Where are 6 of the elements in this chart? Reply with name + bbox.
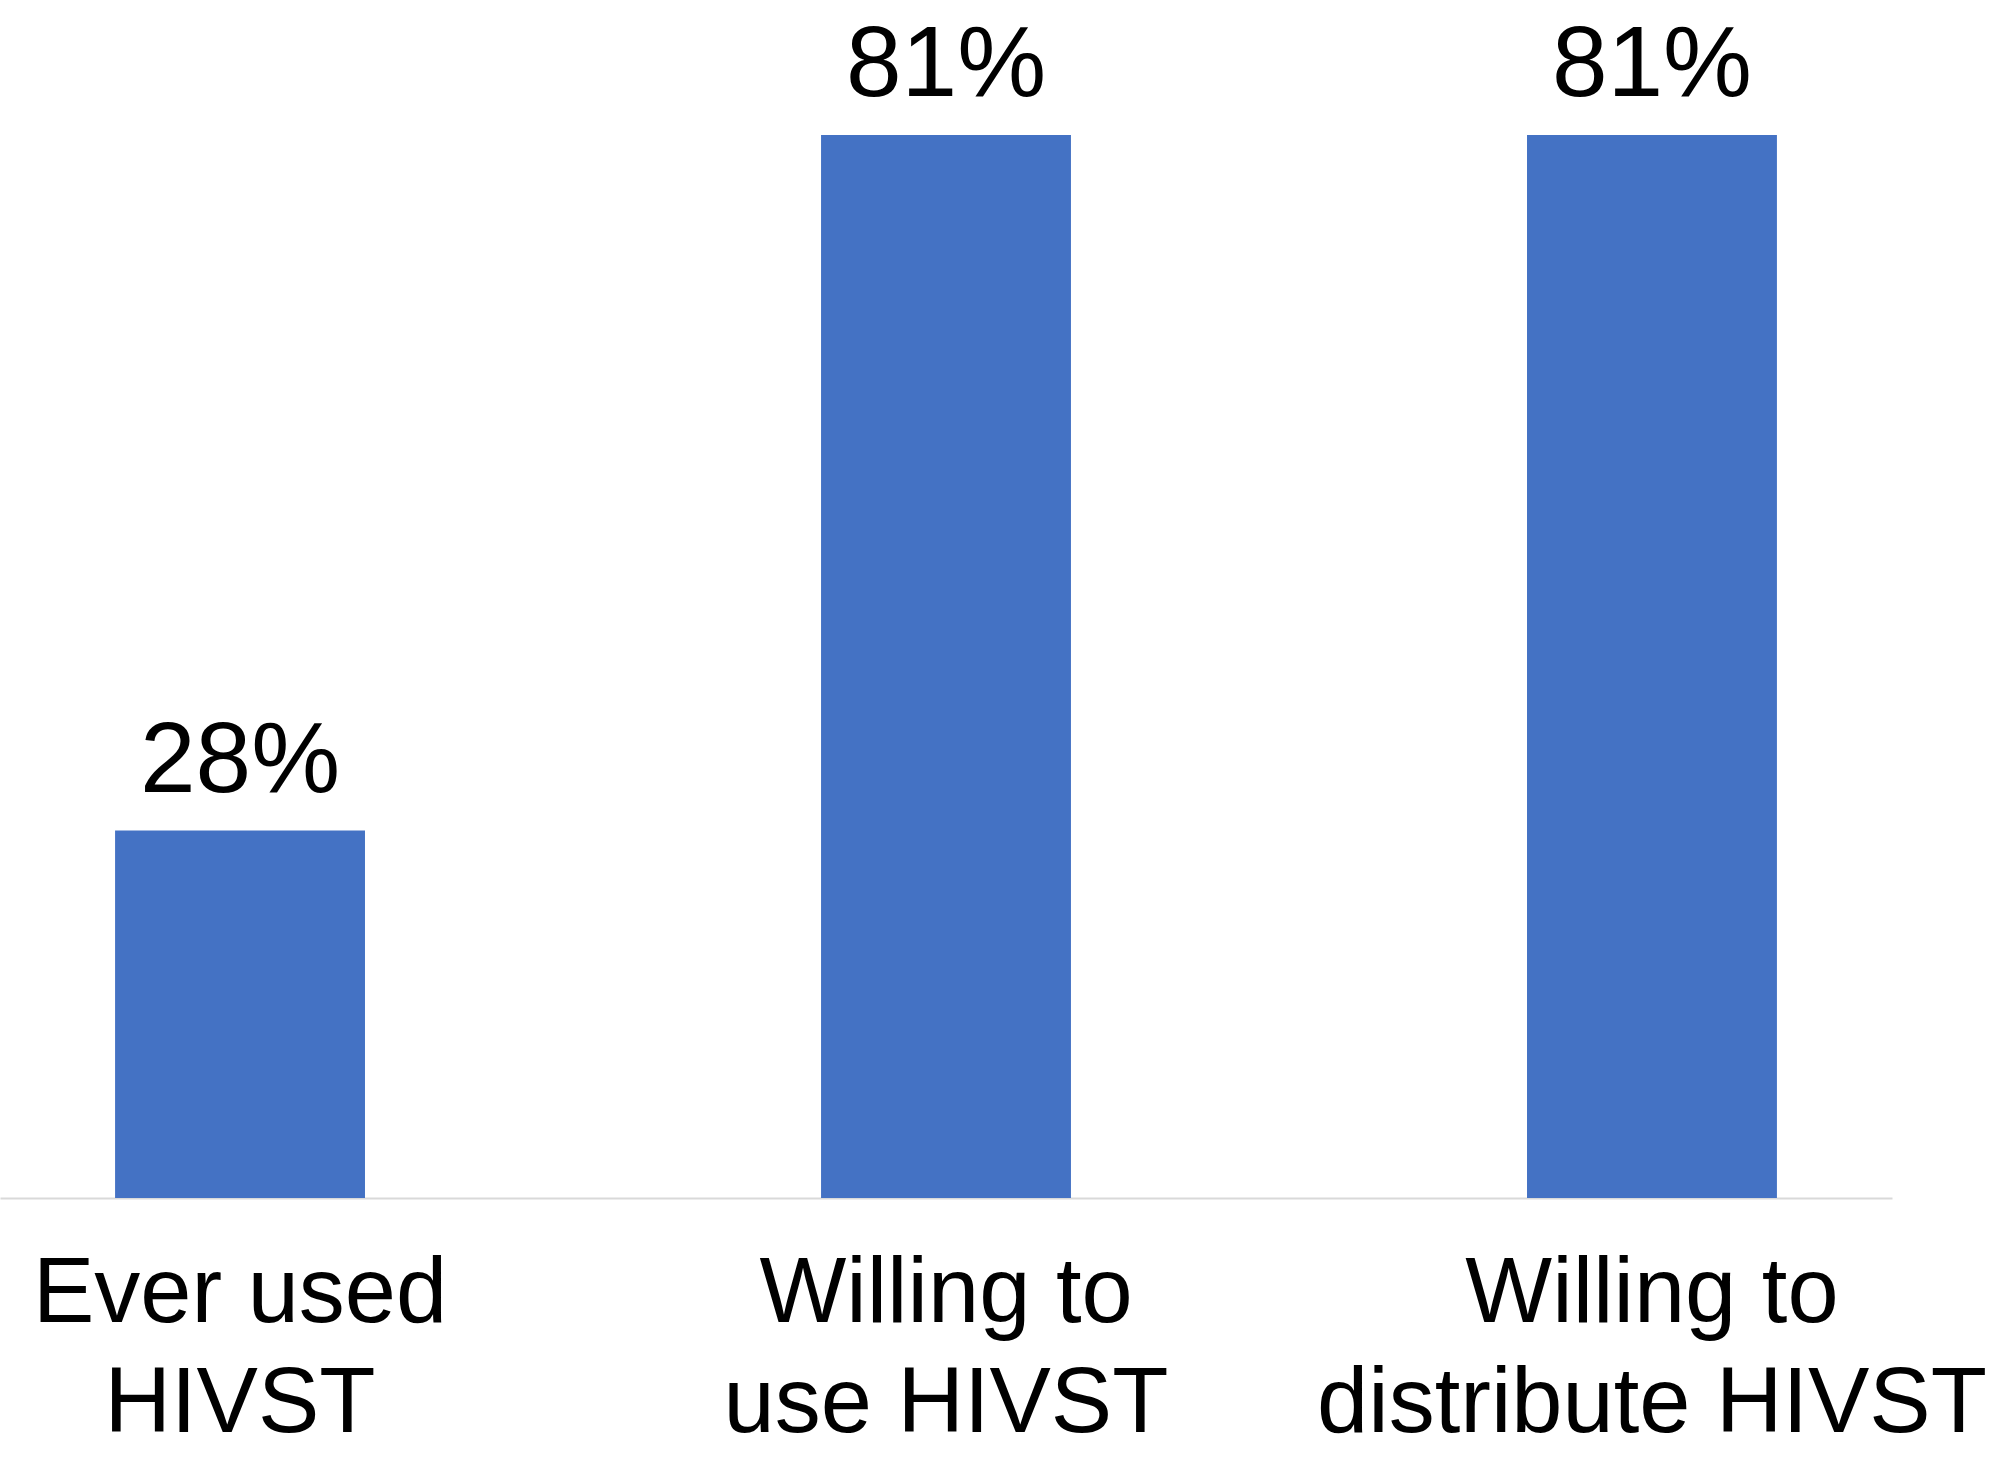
x-tick-label: Willing to use HIVST <box>723 1238 1169 1451</box>
data-label: 81% <box>845 5 1047 117</box>
x-tick-label: Ever used HIVST <box>32 1238 448 1451</box>
data-label: 81% <box>1551 5 1753 117</box>
x-tick-label: Willing to distribute HIVST <box>1317 1238 1987 1451</box>
data-label: 28% <box>139 700 341 813</box>
